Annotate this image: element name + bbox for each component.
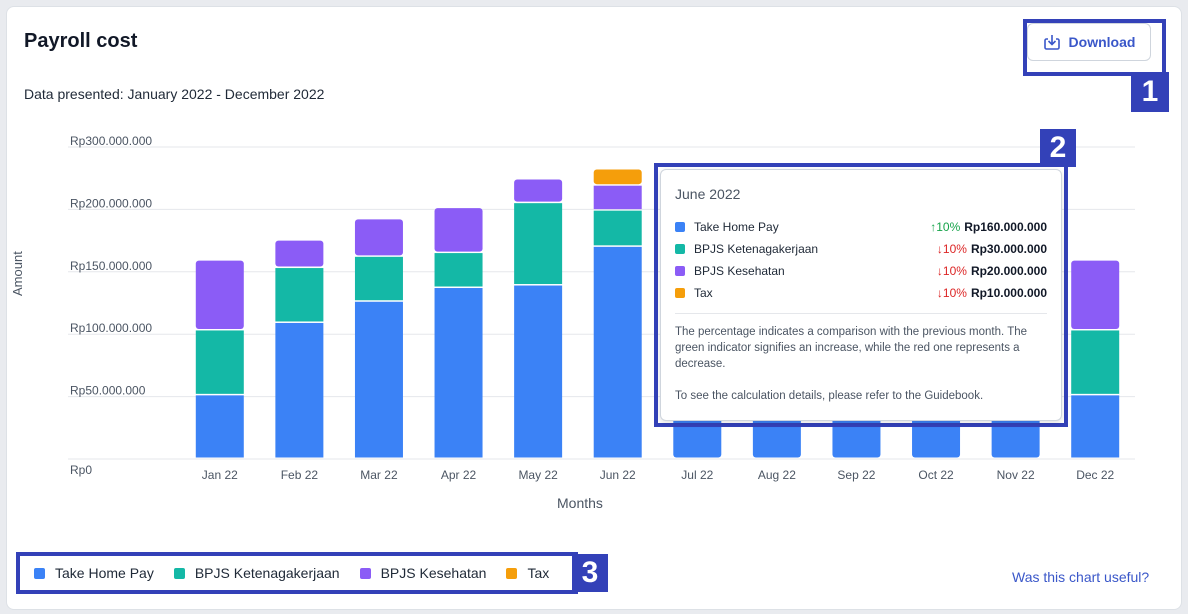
tooltip-row-name: Tax	[694, 286, 713, 300]
legend-label: BPJS Kesehatan	[380, 565, 487, 581]
x-tick-label: Jun 22	[600, 468, 636, 482]
tooltip-row: BPJS Ketenagakerjaan ↓10% Rp30.000.000	[675, 238, 1047, 260]
tooltip-explanation: The percentage indicates a comparison wi…	[675, 326, 1028, 370]
tooltip-row-change: ↓10%	[936, 286, 967, 300]
tooltip-guidebook-note: To see the calculation details, please r…	[675, 390, 984, 402]
bar-segment	[514, 179, 563, 202]
bar-segment	[275, 322, 324, 458]
bar-segment	[354, 219, 403, 256]
x-tick-label: Nov 22	[997, 468, 1035, 482]
bar-segment	[275, 240, 324, 267]
bar-segment	[434, 288, 483, 458]
bar-segment	[195, 330, 244, 394]
y-tick-label: Rp0	[70, 463, 92, 477]
tooltip-row-name: Take Home Pay	[694, 220, 779, 234]
bar-segment	[514, 203, 563, 285]
y-tick-label: Rp100.000.000	[70, 321, 152, 335]
bar-segment	[354, 256, 403, 301]
bar-segment	[1071, 395, 1120, 458]
annotation-badge-2: 2	[1040, 129, 1076, 167]
legend-swatch	[173, 567, 185, 579]
bar-segment	[195, 260, 244, 329]
bar-segment	[275, 268, 324, 322]
bar-segment	[1071, 260, 1120, 329]
bar-segment	[1071, 330, 1120, 394]
tooltip-row-change: ↓10%	[936, 264, 967, 278]
chart-legend: Take Home Pay BPJS Ketenagakerjaan BPJS …	[16, 552, 578, 594]
legend-item-bpjs-ketenagakerjaan[interactable]: BPJS Ketenagakerjaan	[173, 565, 340, 581]
legend-swatch	[359, 567, 371, 579]
tooltip-row-change: ↑10%	[930, 220, 961, 234]
bar-segment	[514, 285, 563, 458]
download-icon	[1043, 33, 1061, 51]
tooltip-row-value: Rp30.000.000	[970, 242, 1047, 256]
legend-item-bpjs-kesehatan[interactable]: BPJS Kesehatan	[359, 565, 487, 581]
tax-swatch	[675, 288, 685, 298]
x-tick-label: Jul 22	[681, 468, 713, 482]
tooltip-row: Tax ↓10% Rp10.000.000	[675, 282, 1047, 304]
bar-segment	[593, 169, 642, 185]
y-tick-label: Rp150.000.000	[70, 259, 152, 273]
download-label: Download	[1068, 34, 1136, 50]
highlight-box-1	[1023, 19, 1166, 76]
take-home-swatch	[675, 222, 685, 232]
legend-label: Tax	[527, 565, 550, 581]
x-tick-label: May 22	[518, 468, 558, 482]
chart-tooltip: June 2022 Take Home Pay ↑10% Rp160.000.0…	[660, 169, 1062, 421]
legend-item-take-home-pay[interactable]: Take Home Pay	[34, 565, 154, 581]
highlight-box-2: June 2022 Take Home Pay ↑10% Rp160.000.0…	[654, 163, 1068, 427]
x-tick-label: Mar 22	[360, 468, 398, 482]
x-tick-label: Oct 22	[918, 468, 954, 482]
x-tick-label: Feb 22	[281, 468, 319, 482]
tooltip-row-value: Rp10.000.000	[970, 286, 1047, 300]
bar-segment	[593, 185, 642, 210]
x-axis-title: Months	[557, 495, 603, 511]
download-button[interactable]: Download	[1027, 23, 1151, 61]
tooltip-title: June 2022	[675, 186, 741, 202]
tooltip-row-name: BPJS Kesehatan	[694, 264, 785, 278]
x-tick-label: Apr 22	[441, 468, 477, 482]
legend-swatch	[34, 567, 45, 579]
tooltip-row-name: BPJS Ketenagakerjaan	[694, 242, 819, 256]
x-tick-label: Aug 22	[758, 468, 796, 482]
data-range-subtitle: Data presented: January 2022 - December …	[24, 86, 325, 102]
legend-item-tax[interactable]: Tax	[506, 565, 549, 581]
x-tick-label: Jan 22	[202, 468, 238, 482]
tooltip-row: BPJS Kesehatan ↓10% Rp20.000.000	[675, 260, 1047, 282]
legend-label: Take Home Pay	[55, 565, 154, 581]
bar-segment	[593, 246, 642, 458]
card-title: Payroll cost	[24, 30, 138, 52]
tooltip-row-value: Rp160.000.000	[964, 220, 1047, 234]
bar-segment	[354, 301, 403, 458]
bar-segment	[434, 253, 483, 287]
y-tick-label: Rp50.000.000	[70, 384, 146, 398]
bpjs-kes-swatch	[675, 266, 685, 276]
bar-segment	[195, 395, 244, 458]
tooltip-divider	[675, 313, 1047, 314]
legend-label: BPJS Ketenagakerjaan	[194, 565, 340, 581]
tooltip-row-value: Rp20.000.000	[970, 264, 1047, 278]
tooltip-row-change: ↓10%	[936, 242, 967, 256]
legend-swatch	[506, 567, 518, 579]
bar-segment	[434, 208, 483, 252]
x-tick-label: Sep 22	[837, 468, 875, 482]
y-tick-label: Rp200.000.000	[70, 196, 152, 210]
y-axis-title: Amount	[10, 251, 25, 296]
y-tick-label: Rp300.000.000	[70, 134, 152, 148]
tooltip-row: Take Home Pay ↑10% Rp160.000.000	[675, 216, 1047, 238]
x-tick-label: Dec 22	[1076, 468, 1114, 482]
bpjs-tk-swatch	[675, 244, 685, 254]
chart-feedback-link[interactable]: Was this chart useful?	[1012, 569, 1150, 585]
annotation-badge-3: 3	[572, 554, 608, 592]
annotation-badge-1: 1	[1131, 72, 1169, 112]
bar-segment	[593, 210, 642, 246]
